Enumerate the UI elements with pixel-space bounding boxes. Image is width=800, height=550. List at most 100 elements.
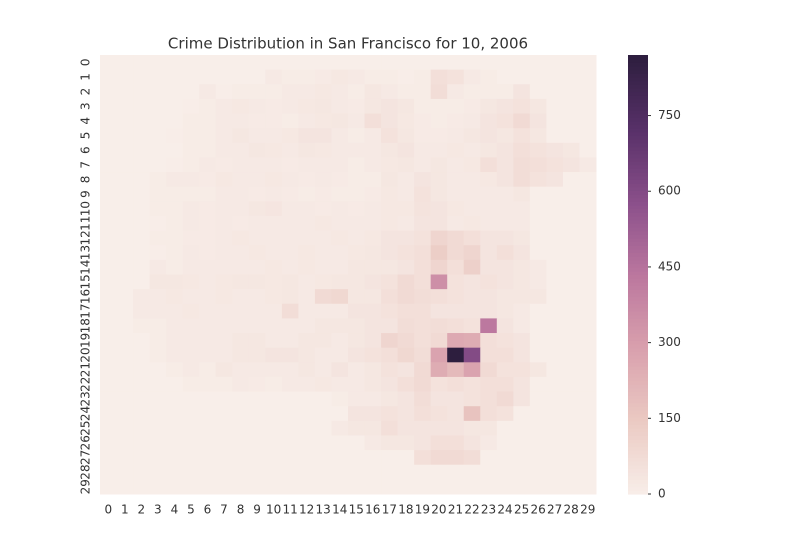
heatmap-cell <box>364 274 382 290</box>
heatmap-cell <box>133 98 151 115</box>
heatmap-cell <box>430 201 448 217</box>
heatmap-cell <box>579 333 597 349</box>
heatmap-cell <box>281 406 299 422</box>
heatmap-cell <box>265 435 283 451</box>
heatmap-cell <box>298 303 316 319</box>
heatmap-cell <box>265 172 283 188</box>
heatmap-cell <box>133 113 151 129</box>
heatmap-cell <box>430 303 448 319</box>
heatmap-cell <box>381 245 399 261</box>
heatmap-cell <box>513 391 531 407</box>
heatmap-cell <box>496 450 514 466</box>
heatmap-cell <box>331 245 349 261</box>
heatmap-cell <box>562 98 580 115</box>
heatmap-cell <box>381 464 399 480</box>
heatmap-cell <box>133 215 151 232</box>
heatmap-cell <box>430 186 448 202</box>
heatmap-cell <box>348 391 366 407</box>
heatmap-cell <box>298 362 316 378</box>
colorbar-segment <box>628 190 648 195</box>
heatmap-cell <box>546 215 564 232</box>
heatmap-cell <box>265 303 283 319</box>
y-tick-label: 16 <box>79 289 93 304</box>
heatmap-cell <box>281 142 299 158</box>
heatmap-cell <box>314 172 332 188</box>
heatmap-cell <box>414 289 432 305</box>
heatmap-cell <box>232 142 250 158</box>
heatmap-cell <box>215 172 233 188</box>
heatmap-cell <box>149 157 167 173</box>
heatmap-cell <box>182 172 200 188</box>
heatmap-cell <box>579 230 597 246</box>
heatmap-cell <box>116 84 134 100</box>
heatmap-cell <box>314 157 332 173</box>
colorbar-segment <box>628 186 648 191</box>
heatmap-cell <box>562 113 580 129</box>
heatmap-cell <box>348 347 366 363</box>
heatmap-cell <box>496 420 514 436</box>
heatmap-cell <box>248 201 266 217</box>
y-tick-label: 22 <box>79 377 93 392</box>
heatmap-cell <box>133 245 151 261</box>
heatmap-cell <box>414 113 432 129</box>
heatmap-cell <box>480 84 498 100</box>
colorbar-segment <box>628 109 648 115</box>
heatmap-cell <box>381 362 399 378</box>
heatmap-cell <box>579 450 597 466</box>
colorbar-segment <box>628 380 648 385</box>
heatmap-cell <box>579 259 597 275</box>
y-tick-label: 4 <box>79 117 93 125</box>
heatmap-cell <box>331 362 349 378</box>
heatmap-cell <box>331 201 349 217</box>
colorbar-segment <box>628 58 648 63</box>
heatmap-cell <box>248 464 266 480</box>
heatmap-cell <box>447 289 465 305</box>
heatmap-cell <box>546 84 564 100</box>
heatmap-cell <box>248 142 266 158</box>
heatmap-cell <box>381 303 399 319</box>
chart-title: Crime Distribution in San Francisco for … <box>168 35 528 53</box>
heatmap-cell <box>562 84 580 100</box>
heatmap-cell <box>166 391 184 407</box>
heatmap-cell <box>480 420 498 436</box>
heatmap-cell <box>397 215 415 232</box>
heatmap-cell <box>331 172 349 188</box>
heatmap-cell <box>397 98 415 115</box>
heatmap-cell <box>232 435 250 451</box>
heatmap-cell <box>116 113 134 129</box>
heatmap-cell <box>397 245 415 261</box>
heatmap-cell <box>414 157 432 173</box>
heatmap-cell <box>133 201 151 217</box>
heatmap-cell <box>298 435 316 451</box>
heatmap-cell <box>265 55 283 71</box>
heatmap-cell <box>463 450 481 466</box>
heatmap-cell <box>513 333 531 349</box>
heatmap-cell <box>199 376 217 393</box>
heatmap-cell <box>133 376 151 393</box>
heatmap-cell <box>149 55 167 71</box>
heatmap-cell <box>182 128 200 144</box>
heatmap-cell <box>381 450 399 466</box>
heatmap-cell <box>513 303 531 319</box>
y-tick-label: 27 <box>79 450 93 465</box>
heatmap-cell <box>281 347 299 363</box>
heatmap-cell <box>513 69 531 85</box>
heatmap-cell <box>182 362 200 378</box>
heatmap-cell <box>331 55 349 71</box>
x-tick-label: 13 <box>316 503 331 517</box>
colorbar-segment <box>628 139 648 144</box>
heatmap-cell <box>100 186 118 202</box>
heatmap-cell <box>447 450 465 466</box>
heatmap-cell <box>215 435 233 451</box>
colorbar-segment <box>628 439 648 444</box>
colorbar-segment <box>628 172 648 177</box>
heatmap-cell <box>265 391 283 407</box>
heatmap-cell <box>397 113 415 129</box>
heatmap-cell <box>298 215 316 232</box>
heatmap-cell <box>546 479 564 495</box>
heatmap-cell <box>529 435 547 451</box>
colorbar-segment <box>628 278 648 283</box>
heatmap-cell <box>480 435 498 451</box>
heatmap-cell <box>166 259 184 275</box>
colorbar-segment <box>628 354 648 360</box>
